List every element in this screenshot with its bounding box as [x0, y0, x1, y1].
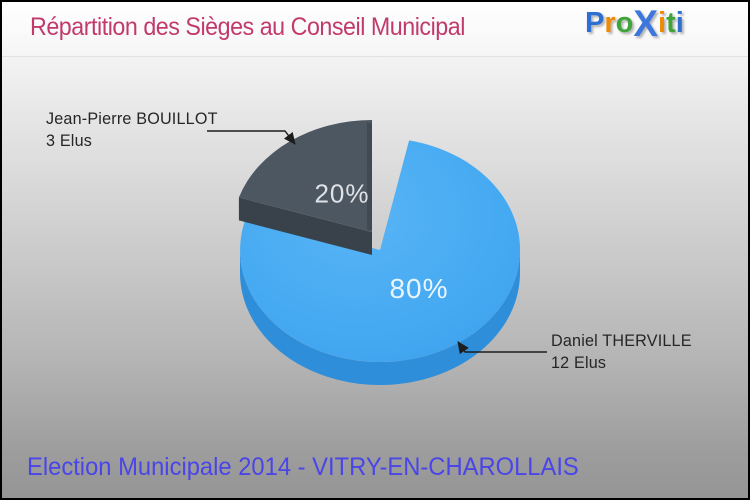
pie-slice-bouillot-side [238, 197, 372, 255]
pie-slice-bouillot [238, 120, 372, 232]
logo-letter: r [604, 7, 616, 39]
callout-label-therville: Daniel THERVILLE 12 Elus [551, 330, 692, 374]
logo-letter: i [658, 7, 667, 39]
page-title: Répartition des Sièges au Conseil Munici… [30, 13, 465, 41]
callout-line-bouillot [207, 130, 296, 145]
pie-slice-therville-side [240, 250, 520, 385]
logo-letter: X [633, 3, 659, 44]
header-bar: Répartition des Sièges au Conseil Munici… [2, 2, 748, 57]
pie-percent-label-bouillot: 20% [314, 178, 370, 209]
callout-line-therville [457, 341, 547, 355]
callout-therville-seats: 12 Elus [551, 353, 607, 372]
logo-letter: o [615, 7, 634, 39]
logo-letter: t [666, 7, 676, 39]
election-caption: Election Municipale 2014 - VITRY-EN-CHAR… [27, 453, 579, 481]
callout-bouillot-name: Jean-Pierre BOUILLOT [46, 109, 218, 128]
logo-letter: i [675, 7, 684, 39]
pie-percent-label-therville: 80% [389, 273, 449, 304]
callout-label-bouillot: Jean-Pierre BOUILLOT 3 Elus [46, 108, 218, 152]
callout-bouillot-seats: 3 Elus [46, 131, 93, 150]
logo-letter: P [585, 7, 605, 39]
pie-slice-therville [240, 140, 521, 362]
callout-therville-name: Daniel THERVILLE [551, 331, 692, 350]
proxiti-logo: ProXiti [585, 3, 684, 44]
